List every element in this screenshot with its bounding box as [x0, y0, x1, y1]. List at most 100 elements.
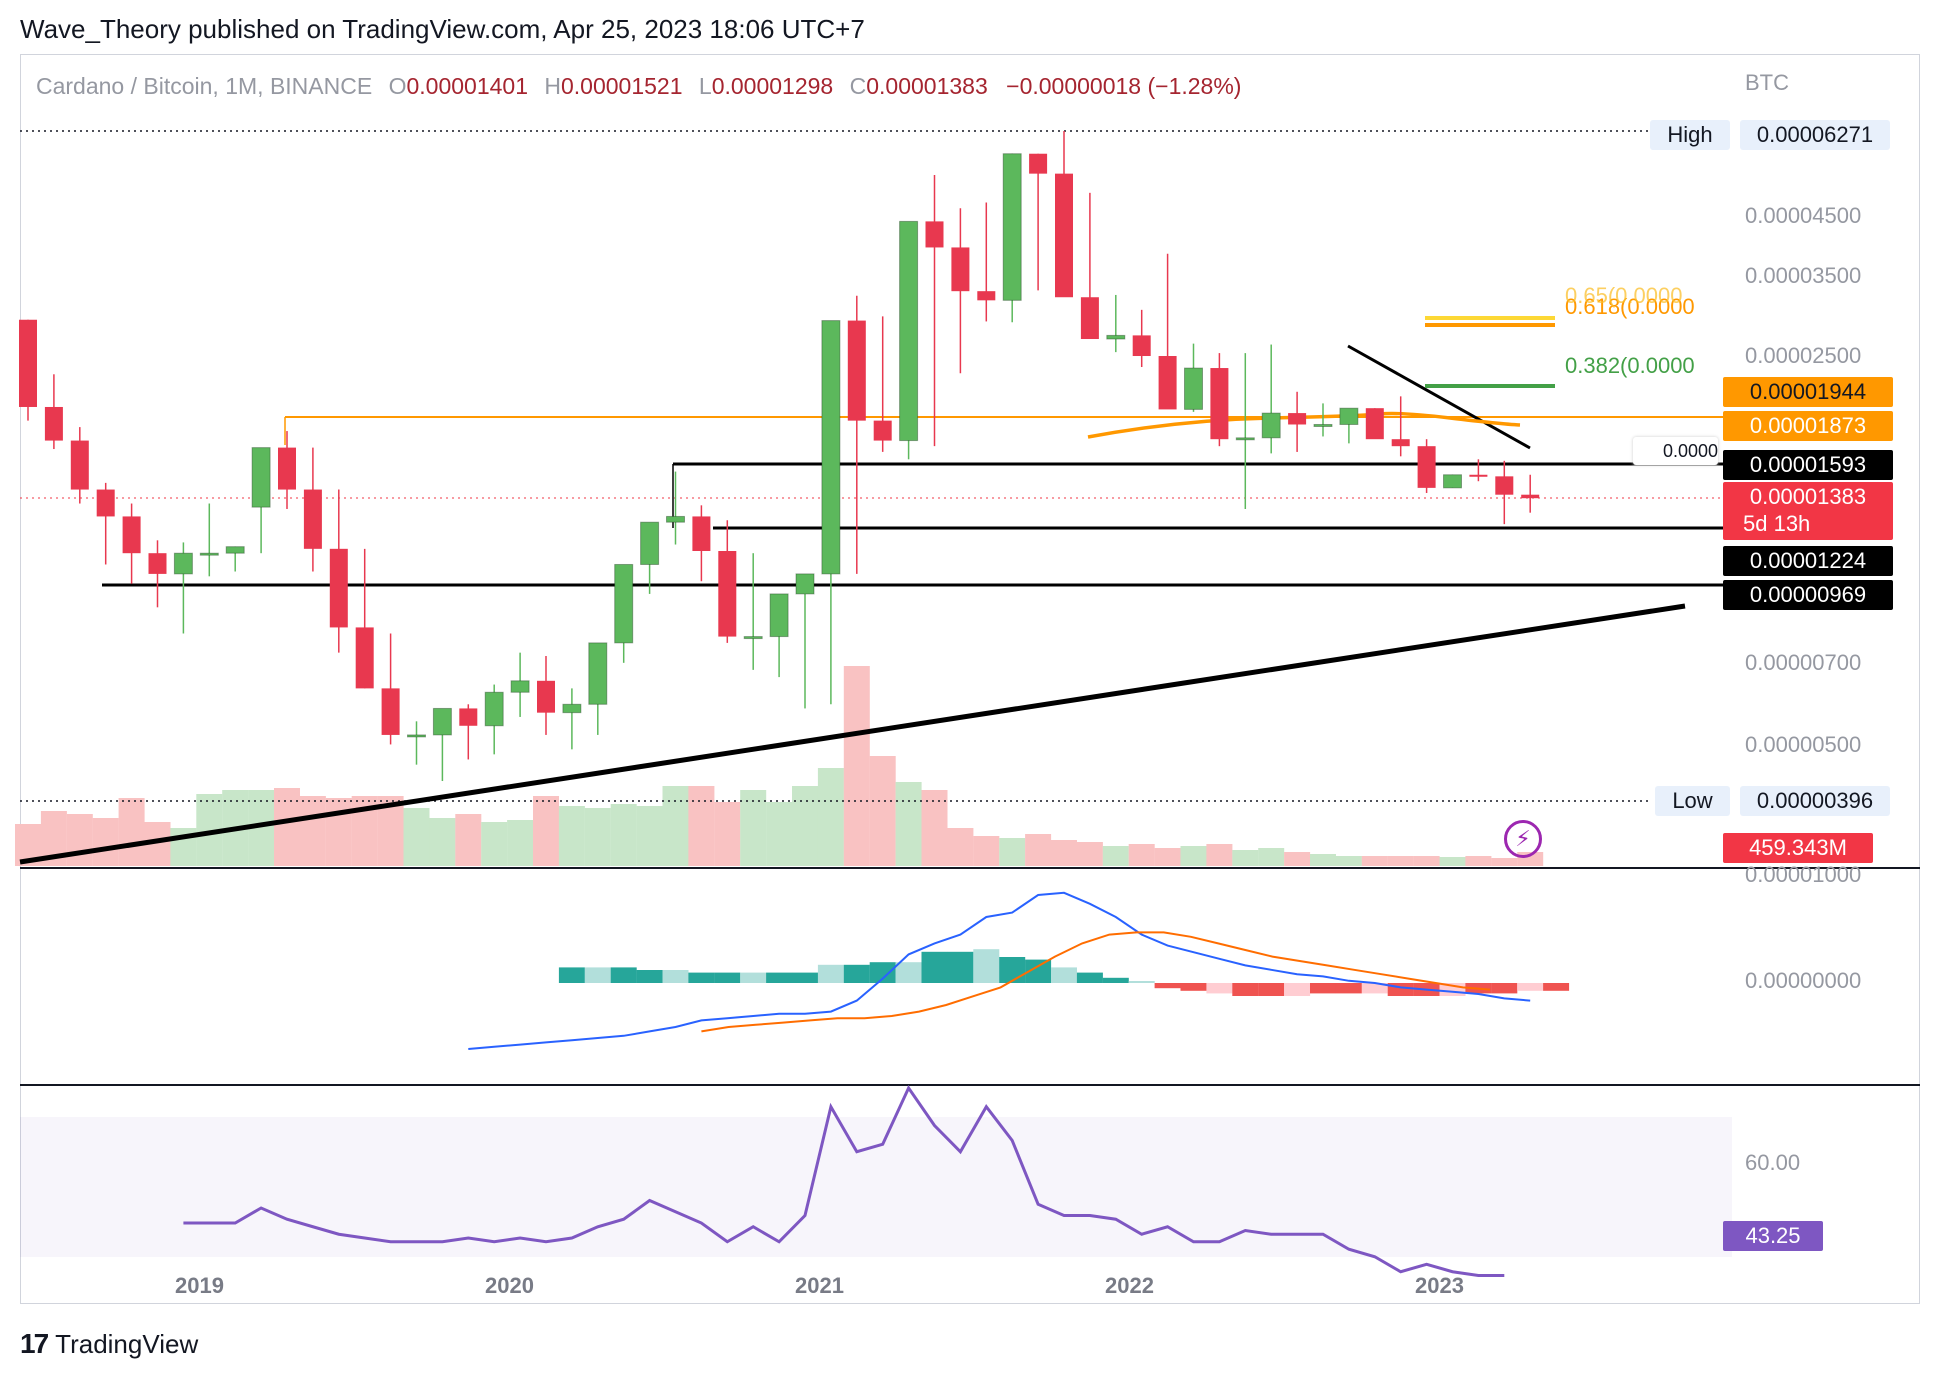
candle [1055, 131, 1073, 298]
candle [1210, 353, 1229, 447]
candle [1443, 474, 1462, 489]
volume-bar [1232, 850, 1259, 866]
candle-body [1495, 476, 1514, 495]
candle [718, 520, 737, 643]
volume-bar [325, 798, 352, 866]
price-line-label: 0.0000 [1633, 437, 1718, 465]
candle-body [1443, 474, 1462, 489]
candle-body [19, 319, 37, 407]
candle [1002, 153, 1022, 323]
candle-body [1417, 446, 1436, 488]
volume-bar [947, 828, 974, 866]
candle [173, 542, 193, 634]
volume-bar [1439, 857, 1466, 866]
volume-bar [1413, 856, 1440, 866]
volume-bar [274, 788, 300, 866]
candle [122, 503, 141, 584]
volume-bar [1284, 852, 1311, 866]
price-tag-resistance: 0.00001944 [1723, 377, 1893, 407]
lightning-icon[interactable]: ⚡ [1504, 820, 1542, 858]
signal-line [701, 931, 1491, 1033]
macd-histogram-bar [999, 957, 1026, 983]
volume-bar [1180, 846, 1207, 866]
volume-bar [792, 786, 818, 866]
candle-body [795, 573, 815, 595]
candle-body [484, 691, 504, 727]
macd-histogram-bar [1491, 983, 1518, 994]
change-value: −0.00000018 (−1.28%) [1006, 73, 1242, 99]
currency-label: BTC [1745, 70, 1789, 95]
macd-histogram-bar [558, 967, 585, 983]
volume-bar [1076, 842, 1103, 866]
chart-frame [20, 54, 1920, 1304]
candle [19, 319, 37, 421]
price-axis-label: 0.00002500 [1745, 343, 1862, 368]
candle [1417, 439, 1436, 493]
candle-body [70, 440, 89, 490]
candle-body [1106, 334, 1126, 340]
price-tag-support-2: 0.00001224 [1723, 546, 1893, 576]
fib-0618-label: 0.618(0.0000 [1565, 294, 1695, 319]
macd-histogram-bar [895, 962, 922, 983]
macd-histogram-bar [1335, 983, 1362, 994]
candle [459, 704, 478, 760]
macd-histogram-bar [766, 972, 793, 983]
candle-body [977, 291, 996, 301]
volume-bar [999, 838, 1026, 866]
macd-histogram-bar [1025, 959, 1052, 983]
price-axis-label: 0.00001000 [1745, 862, 1862, 887]
symbol-label[interactable]: Cardano / Bitcoin, 1M, BINANCE [36, 73, 373, 99]
candle-body [1365, 408, 1384, 440]
price-axis-label: 0.00000500 [1745, 732, 1862, 757]
candle-body [847, 320, 866, 421]
candle-body [1080, 297, 1099, 340]
macd-histogram-bar [1517, 983, 1544, 991]
candle [1158, 253, 1177, 410]
macd-histogram-bar [636, 970, 663, 983]
volume-bar [1258, 848, 1285, 866]
publish-line: Wave_Theory published on TradingView.com… [20, 14, 865, 44]
candle [640, 521, 660, 594]
candle [537, 655, 555, 735]
candle [1184, 343, 1203, 412]
candle [432, 707, 452, 782]
volume-bar [921, 790, 948, 866]
volume-bar [455, 814, 482, 866]
last-price-tag: 0.00001383 5d 13h [1723, 482, 1893, 540]
candle-body [562, 703, 582, 714]
candle [588, 642, 608, 735]
open-value: 0.00001401 [406, 73, 528, 99]
candle-body [329, 548, 348, 628]
volume-bar [507, 820, 534, 866]
candle-body [1339, 407, 1359, 425]
candle-body [899, 220, 919, 442]
volume-bar [662, 786, 689, 866]
candle [96, 482, 115, 565]
low-value-tag: 0.00000396 [1740, 786, 1890, 816]
candle-body [1521, 494, 1540, 499]
candle [251, 447, 271, 554]
macd-histogram-bar [610, 967, 637, 983]
brand-label: TradingView [55, 1328, 199, 1359]
candle-body [278, 447, 296, 490]
volume-bar [1154, 848, 1181, 866]
candle-body [537, 680, 555, 713]
candle [1313, 403, 1333, 437]
candle [510, 652, 530, 717]
candle-body [199, 552, 219, 556]
low-key: L [698, 73, 712, 99]
high-value: 0.00001521 [561, 73, 683, 99]
candle-body [1288, 413, 1307, 425]
candle-body [1469, 474, 1488, 477]
candle-body [1055, 173, 1073, 298]
volume-bar [1102, 846, 1129, 866]
macd-histogram-bar [1206, 983, 1233, 994]
volume-bar [1335, 856, 1362, 866]
volume-bar [817, 768, 844, 866]
volume-bar [688, 786, 715, 866]
volume-bar [636, 806, 663, 866]
price-axis-label: 0.00003500 [1745, 263, 1862, 288]
candle-body [1235, 437, 1255, 441]
candle [484, 684, 504, 755]
